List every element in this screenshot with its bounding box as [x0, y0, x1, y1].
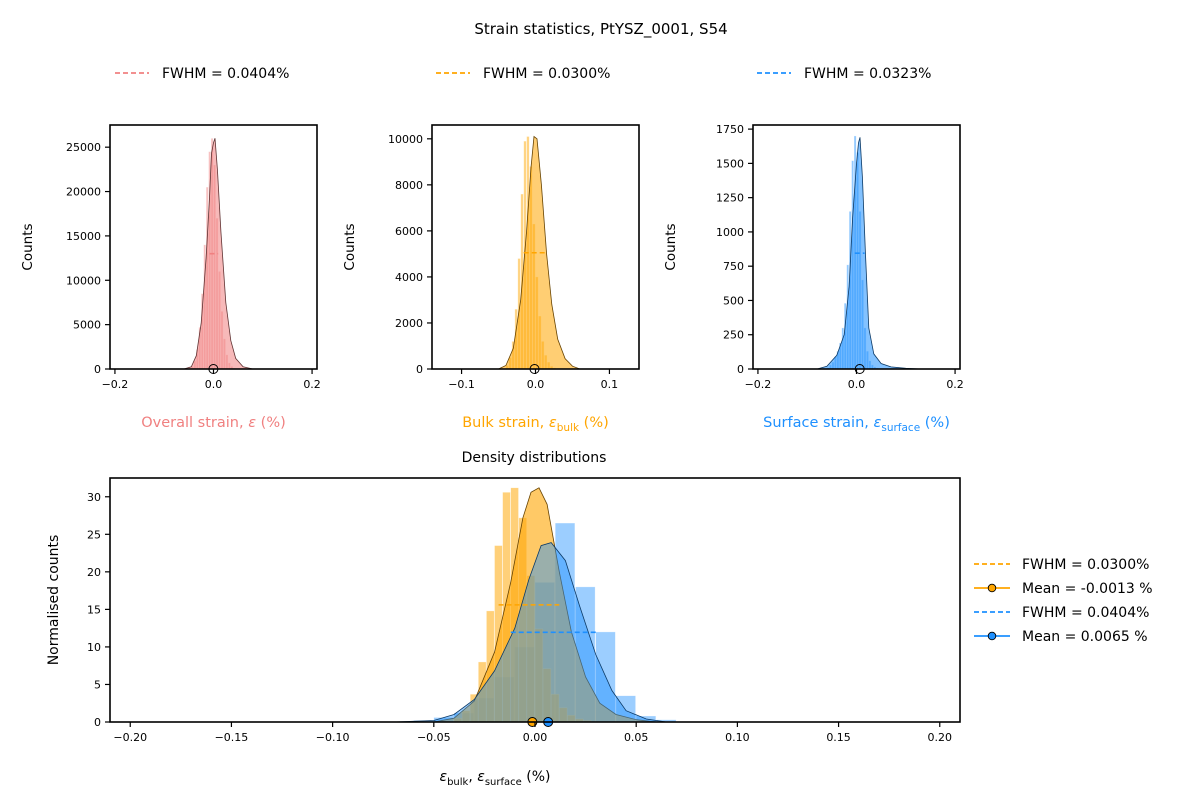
x-axis-label: εbulk, εsurface (%)	[440, 769, 551, 788]
x-tick-label: −0.10	[316, 731, 350, 744]
x-tick-label: −0.2	[102, 378, 129, 391]
x-axis-label: Bulk strain, εbulk (%)	[462, 415, 609, 434]
kde-line	[498, 135, 581, 370]
y-axis-label: Counts	[663, 223, 679, 270]
y-tick-label: 10000	[66, 274, 101, 287]
top-legend: FWHM = 0.0404% FWHM = 0.0300% FWHM = 0.032…	[115, 66, 931, 82]
surface-strain-histogram: −0.2 0.0 0.2 0 250 500 750 1000 1250 1500 1750 Coun…	[663, 123, 964, 434]
y-axis-label: Normalised counts	[46, 535, 62, 666]
x-axis-label-subscript: bulk	[447, 777, 468, 788]
x-axis-label-separator: ,	[468, 769, 477, 785]
y-tick-label: 15	[87, 603, 101, 616]
y-tick-label: 0	[737, 363, 744, 376]
x-axis-label-symbol: ε	[874, 415, 882, 431]
y-tick-label: 10000	[388, 133, 423, 146]
x-tick-label: 0.00	[523, 731, 548, 744]
chart-title: Density distributions	[462, 450, 607, 466]
x-tick-label: −0.2	[745, 378, 772, 391]
y-tick-label: 6000	[395, 225, 423, 238]
x-axis-label: Overall strain, ε (%)	[141, 415, 286, 431]
density-distributions-chart: −0.20 −0.15 −0.10 −0.05 0.00 0.05 0.10 0.15 0.20…	[46, 450, 961, 788]
legend-label: FWHM = 0.0404%	[162, 66, 289, 82]
kde-fill	[817, 137, 921, 369]
x-tick-label: −0.15	[215, 731, 249, 744]
kde-fill	[498, 136, 580, 369]
kde-line	[816, 137, 921, 370]
x-tick-label: 0.2	[946, 378, 964, 391]
x-tick-label: 0.0	[527, 378, 545, 391]
y-tick-label: 25000	[66, 141, 101, 154]
kde-line	[433, 487, 657, 723]
legend-swatch-marker	[987, 631, 997, 641]
y-tick-label: 0	[94, 363, 101, 376]
y-tick-label: 5	[94, 678, 101, 691]
x-tick-label: 0.1	[601, 378, 619, 391]
y-tick-label: 25	[87, 528, 101, 541]
x-axis-label-unit: (%)	[579, 415, 609, 431]
x-tick-label: 0.15	[826, 731, 851, 744]
x-axis-label-text: Surface strain,	[763, 415, 873, 431]
y-tick-label: 10	[87, 641, 101, 654]
x-axis-label-text: Bulk strain,	[462, 415, 549, 431]
x-tick-label: −0.05	[417, 731, 451, 744]
kde-fill	[183, 138, 253, 369]
y-tick-label: 15000	[66, 230, 101, 243]
y-tick-label: 30	[87, 491, 101, 504]
x-axis-label-symbol: ε	[248, 415, 256, 431]
y-tick-label: 5000	[73, 319, 101, 332]
y-tick-label: 1750	[716, 123, 744, 136]
y-tick-label: 750	[723, 260, 744, 273]
x-tick-label: 0.2	[303, 378, 321, 391]
kde-fill	[433, 487, 657, 722]
y-tick-label: 1250	[716, 192, 744, 205]
y-tick-label: 500	[723, 294, 744, 307]
legend-label: FWHM = 0.0323%	[804, 66, 931, 82]
y-axis-label: Counts	[342, 223, 358, 270]
x-axis-label-symbol: ε	[440, 769, 448, 785]
figure-title: Strain statistics, PtYSZ_0001, S54	[474, 20, 727, 39]
x-tick-label: 0.05	[624, 731, 649, 744]
x-axis-label-subscript: surface	[881, 422, 920, 434]
overall-strain-histogram: −0.2 0.0 0.2 0 5000 10000 15000 20000 25000 Count…	[20, 124, 321, 431]
x-axis-label-subscript: surface	[485, 777, 522, 788]
legend-swatch-marker	[987, 583, 997, 593]
bulk-strain-histogram: −0.1 0.0 0.1 0 2000 4000 6000 8000 10000 Counts Bu…	[342, 124, 640, 434]
y-tick-label: 1000	[716, 226, 744, 239]
legend-label: FWHM = 0.0404%	[1022, 605, 1149, 621]
x-tick-label: −0.1	[448, 378, 475, 391]
y-tick-label: 8000	[395, 179, 423, 192]
x-axis-label-unit: (%)	[256, 415, 286, 431]
x-axis-label-unit: (%)	[522, 769, 551, 785]
y-tick-label: 2000	[395, 317, 423, 330]
x-axis-label-text: Overall strain,	[141, 415, 248, 431]
density-legend: FWHM = 0.0300% Mean = -0.0013 % FWHM = 0.0…	[974, 557, 1153, 645]
x-tick-label: 0.10	[725, 731, 750, 744]
kde-line	[183, 138, 253, 370]
x-tick-label: −0.20	[113, 731, 147, 744]
legend-label: FWHM = 0.0300%	[1022, 557, 1149, 573]
legend-label: Mean = 0.0065 %	[1022, 629, 1148, 645]
x-axis-label: Surface strain, εsurface (%)	[763, 415, 950, 434]
y-tick-label: 20000	[66, 186, 101, 199]
y-axis-label: Counts	[20, 223, 36, 270]
y-tick-label: 250	[723, 329, 744, 342]
kde-line	[393, 542, 667, 723]
legend-label: Mean = -0.0013 %	[1022, 581, 1153, 597]
y-tick-label: 4000	[395, 271, 423, 284]
y-tick-label: 1500	[716, 157, 744, 170]
x-axis-label-symbol: ε	[549, 415, 557, 431]
y-tick-label: 20	[87, 566, 101, 579]
legend-label: FWHM = 0.0300%	[483, 66, 610, 82]
x-tick-label: 0.20	[928, 731, 953, 744]
y-tick-label: 0	[416, 363, 423, 376]
x-axis-label-symbol: ε	[477, 769, 485, 785]
x-axis-label-subscript: bulk	[557, 422, 580, 434]
y-tick-label: 0	[94, 716, 101, 729]
x-tick-label: 0.0	[848, 378, 866, 391]
x-tick-label: 0.0	[205, 378, 223, 391]
x-axis-label-unit: (%)	[920, 415, 950, 431]
